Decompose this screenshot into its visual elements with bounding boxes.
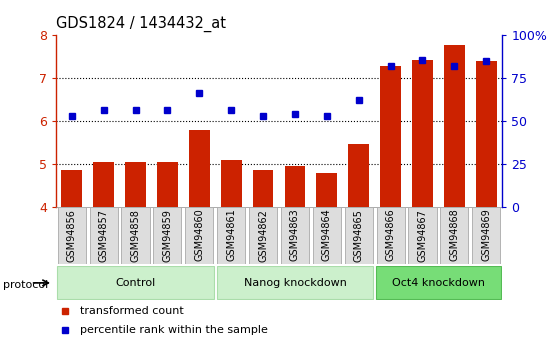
Bar — [61, 170, 82, 207]
Text: transformed count: transformed count — [80, 306, 184, 315]
Text: GSM94861: GSM94861 — [226, 209, 236, 262]
Text: protocol: protocol — [3, 280, 48, 289]
Text: GSM94864: GSM94864 — [322, 209, 332, 262]
Text: Oct4 knockdown: Oct4 knockdown — [392, 278, 485, 288]
Bar — [376, 266, 501, 299]
Text: GSM94866: GSM94866 — [386, 209, 396, 262]
Bar — [476, 61, 497, 207]
Bar — [348, 145, 369, 207]
Text: percentile rank within the sample: percentile rank within the sample — [80, 325, 268, 335]
Bar — [122, 207, 150, 264]
Text: GSM94860: GSM94860 — [194, 209, 204, 262]
Bar — [217, 207, 245, 264]
Text: GSM94868: GSM94868 — [449, 209, 459, 262]
Text: GSM94857: GSM94857 — [99, 209, 109, 262]
Bar — [412, 60, 433, 207]
Bar — [377, 207, 405, 264]
Bar — [313, 207, 341, 264]
Bar — [316, 173, 337, 207]
Bar — [125, 162, 146, 207]
Bar — [221, 160, 242, 207]
Bar — [408, 207, 436, 264]
Bar — [157, 162, 178, 207]
Bar — [217, 266, 373, 299]
Bar — [189, 130, 210, 207]
Bar — [57, 266, 214, 299]
Text: GSM94862: GSM94862 — [258, 209, 268, 262]
Bar — [253, 170, 273, 207]
Bar — [185, 207, 213, 264]
Text: GSM94856: GSM94856 — [67, 209, 77, 262]
Bar — [472, 207, 501, 264]
Bar — [345, 207, 373, 264]
Bar — [57, 207, 86, 264]
Bar — [444, 45, 465, 207]
Text: GSM94858: GSM94858 — [131, 209, 141, 262]
Text: GSM94867: GSM94867 — [417, 209, 427, 262]
Text: GDS1824 / 1434432_at: GDS1824 / 1434432_at — [56, 16, 226, 32]
Bar — [440, 207, 468, 264]
Text: GSM94863: GSM94863 — [290, 209, 300, 262]
Text: Nanog knockdown: Nanog knockdown — [243, 278, 347, 288]
Text: GSM94865: GSM94865 — [354, 209, 364, 262]
Bar — [93, 162, 114, 207]
Bar — [249, 207, 277, 264]
Text: GSM94869: GSM94869 — [481, 209, 491, 262]
Text: GSM94859: GSM94859 — [162, 209, 172, 262]
Bar — [285, 166, 305, 207]
Bar — [380, 66, 401, 207]
Text: Control: Control — [116, 278, 156, 288]
Bar — [153, 207, 181, 264]
Bar — [281, 207, 309, 264]
Bar — [90, 207, 118, 264]
